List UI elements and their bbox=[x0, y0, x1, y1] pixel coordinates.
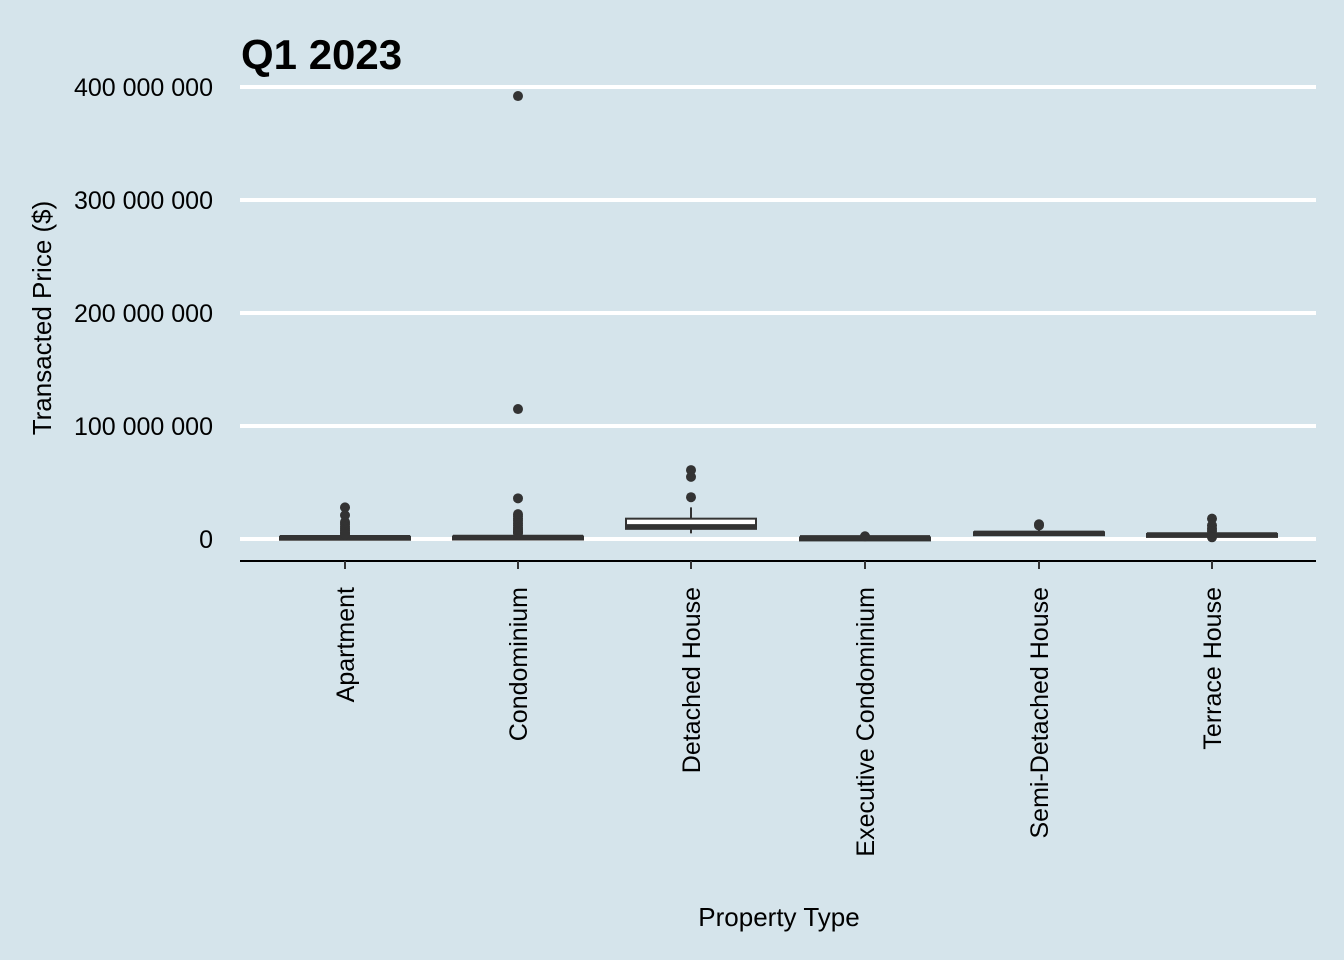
chart-title: Q1 2023 bbox=[241, 31, 402, 78]
box-detached-house bbox=[625, 465, 757, 534]
x-tick-label: Semi-Detached House bbox=[1026, 587, 1054, 839]
y-tick-label: 300 000 000 bbox=[74, 187, 213, 215]
box-apartment bbox=[279, 502, 411, 541]
outlier-point bbox=[686, 471, 696, 482]
gridlines bbox=[240, 85, 1316, 541]
y-tick-label: 0 bbox=[199, 526, 213, 554]
x-tick-labels: Apartment Condominium Detached House Execut… bbox=[332, 587, 1227, 857]
y-tick-label: 200 000 000 bbox=[74, 300, 213, 328]
outlier-point bbox=[1034, 520, 1044, 531]
outlier-point bbox=[513, 91, 523, 102]
box-condominium bbox=[452, 91, 584, 541]
outlier-point bbox=[340, 529, 350, 540]
y-axis-title: Transacted Price ($) bbox=[27, 201, 57, 436]
outlier-point bbox=[513, 404, 523, 415]
axes bbox=[240, 560, 1316, 569]
outlier-point bbox=[686, 492, 696, 503]
box-terrace-house bbox=[1146, 513, 1278, 543]
outlier-point bbox=[513, 528, 523, 539]
x-tick-label: Condominium bbox=[505, 587, 533, 741]
x-tick-label: Apartment bbox=[332, 587, 360, 702]
y-tick-label: 400 000 000 bbox=[74, 74, 213, 102]
y-tick-label: 100 000 000 bbox=[74, 413, 213, 441]
x-tick-label: Terrace House bbox=[1199, 587, 1227, 750]
boxplots bbox=[279, 91, 1278, 543]
x-axis-title: Property Type bbox=[698, 902, 859, 932]
y-tick-labels: 0 100 000 000 200 000 000 300 000 000 400 00… bbox=[74, 74, 213, 554]
outlier-point bbox=[860, 531, 870, 542]
outlier-point bbox=[513, 493, 523, 504]
outlier-point bbox=[1207, 532, 1217, 543]
outlier-point bbox=[340, 502, 350, 513]
box-semi-detached-house bbox=[973, 519, 1105, 537]
x-tick-label: Executive Condominium bbox=[852, 587, 880, 857]
box-executive-condominium bbox=[799, 531, 931, 542]
x-tick-label: Detached House bbox=[678, 587, 706, 773]
